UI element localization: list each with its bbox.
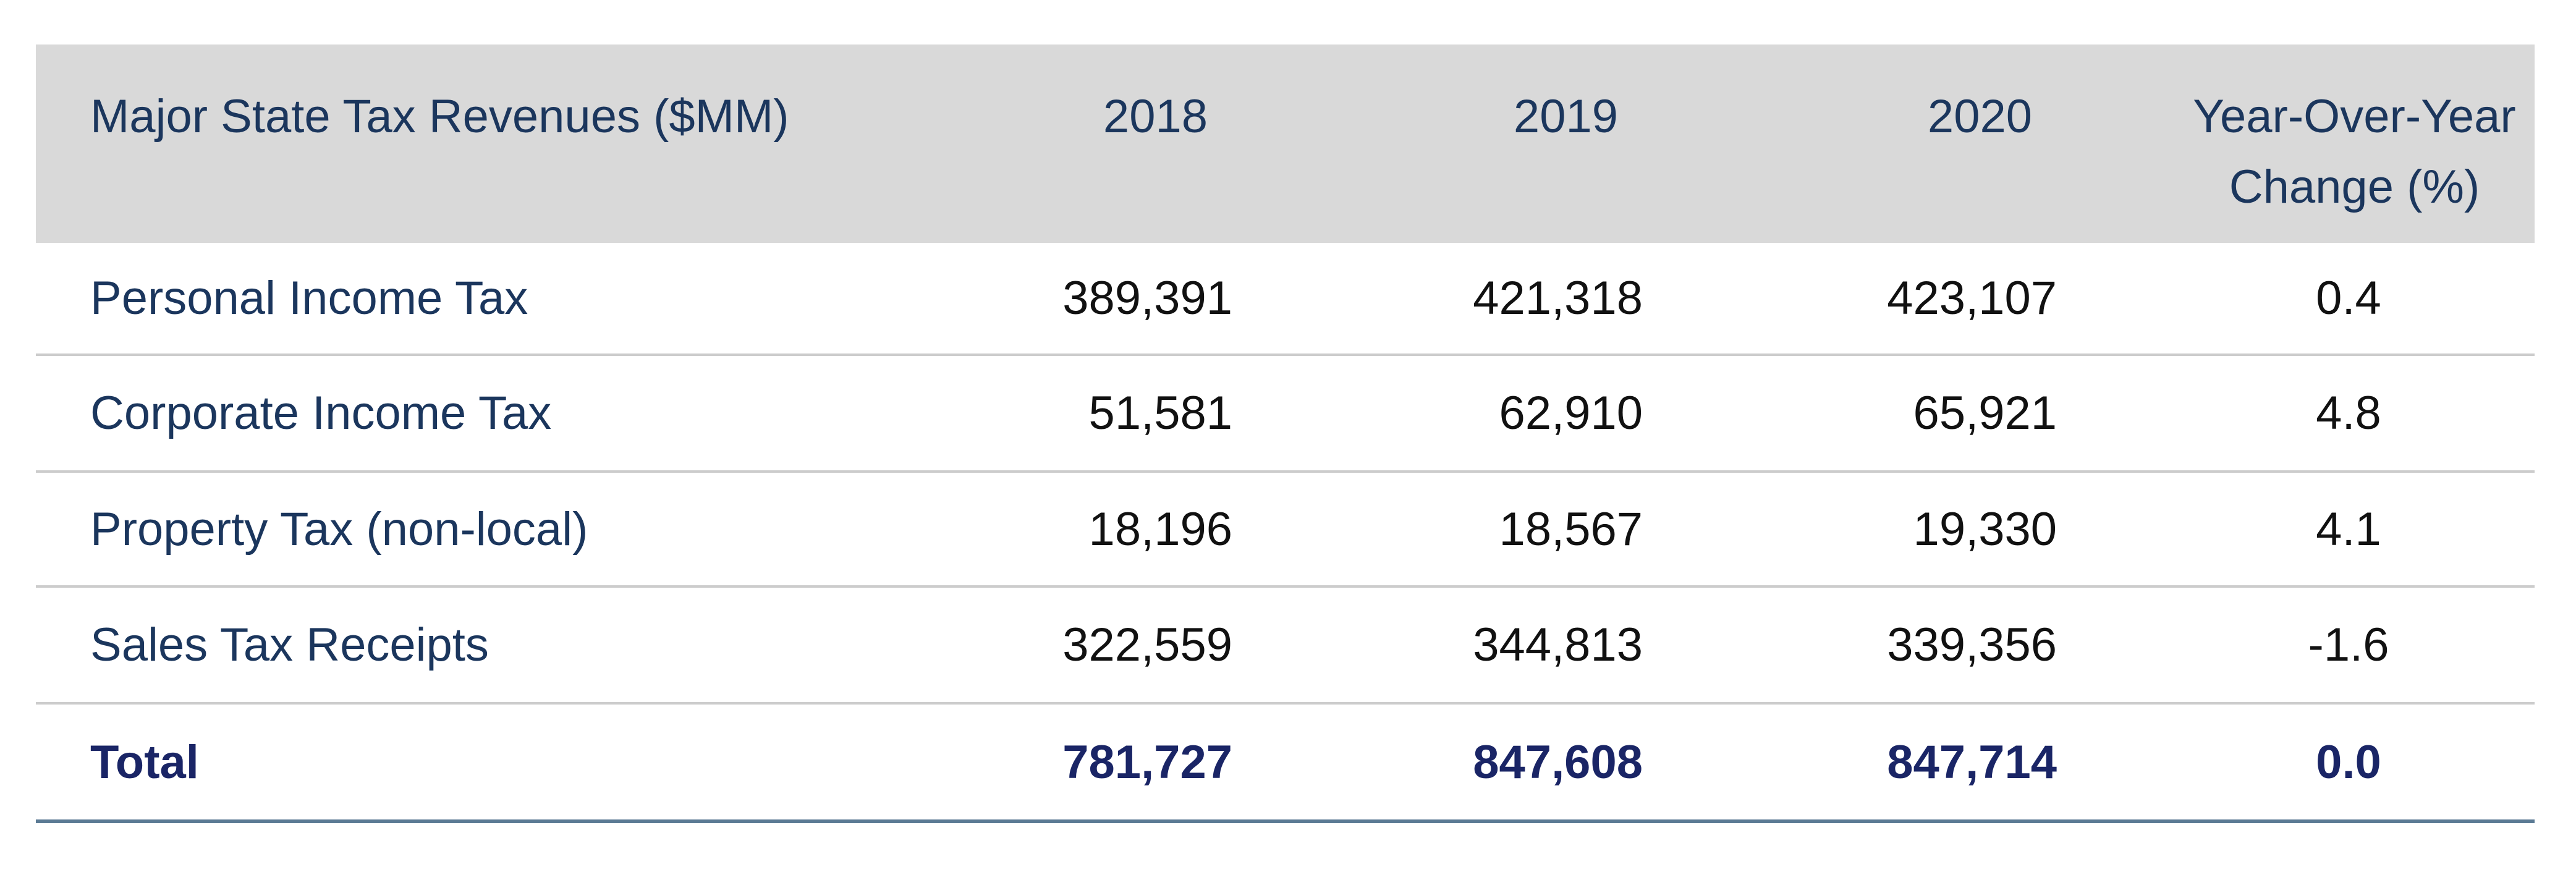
header-2018: 2018 — [1103, 90, 1208, 143]
header-yoy-line2: Change (%) — [2229, 161, 2480, 213]
row-label: Corporate Income Tax — [90, 387, 552, 439]
total-row: Total 781,727 847,608 847,714 0.0 — [36, 703, 2535, 821]
table-row: Personal Income Tax 389,391 421,318 423,… — [36, 243, 2535, 355]
total-label: Total — [90, 735, 199, 789]
cell-2019: 421,318 — [1473, 272, 1643, 324]
header-row: Major State Tax Revenues ($MM) 2018 2019… — [36, 44, 2535, 243]
total-2020: 847,714 — [1887, 735, 2057, 789]
cell-2020: 19,330 — [1913, 502, 2057, 556]
header-2020: 2020 — [1927, 90, 2032, 143]
table-header: Major State Tax Revenues ($MM) 2018 2019… — [36, 44, 2535, 243]
cell-yoy: 4.8 — [2316, 387, 2381, 439]
cell-yoy: 4.1 — [2316, 502, 2381, 556]
table-row: Sales Tax Receipts 322,559 344,813 339,3… — [36, 586, 2535, 703]
total-yoy: 0.0 — [2316, 735, 2381, 789]
cell-yoy: 0.4 — [2316, 272, 2381, 324]
cell-2018: 18,196 — [1088, 502, 1232, 556]
cell-2019: 62,910 — [1499, 387, 1643, 439]
cell-2018: 322,559 — [1062, 619, 1232, 671]
table-row: Property Tax (non-local) 18,196 18,567 1… — [36, 472, 2535, 586]
cell-2018: 51,581 — [1088, 387, 1232, 439]
cell-2019: 344,813 — [1473, 619, 1643, 671]
total-2018: 781,727 — [1062, 735, 1232, 789]
cell-2019: 18,567 — [1499, 502, 1643, 556]
row-label: Personal Income Tax — [90, 272, 528, 324]
header-yoy-line1: Year-Over-Year — [2193, 90, 2516, 143]
cell-yoy: -1.6 — [2308, 619, 2389, 671]
total-2019: 847,608 — [1473, 735, 1643, 789]
row-label: Sales Tax Receipts — [90, 619, 489, 671]
cell-2020: 423,107 — [1887, 272, 2057, 324]
state-tax-revenue-table: Major State Tax Revenues ($MM) 2018 2019… — [36, 44, 2535, 823]
header-yoy: Year-Over-Year Change (%) — [2057, 44, 2535, 243]
row-label: Property Tax (non-local) — [90, 502, 588, 556]
cell-2018: 389,391 — [1062, 272, 1232, 324]
cell-2020: 339,356 — [1887, 619, 2057, 671]
header-label: Major State Tax Revenues ($MM) — [90, 90, 789, 143]
cell-2020: 65,921 — [1913, 387, 2057, 439]
table-row: Corporate Income Tax 51,581 62,910 65,92… — [36, 355, 2535, 472]
header-2019: 2019 — [1513, 90, 1618, 143]
